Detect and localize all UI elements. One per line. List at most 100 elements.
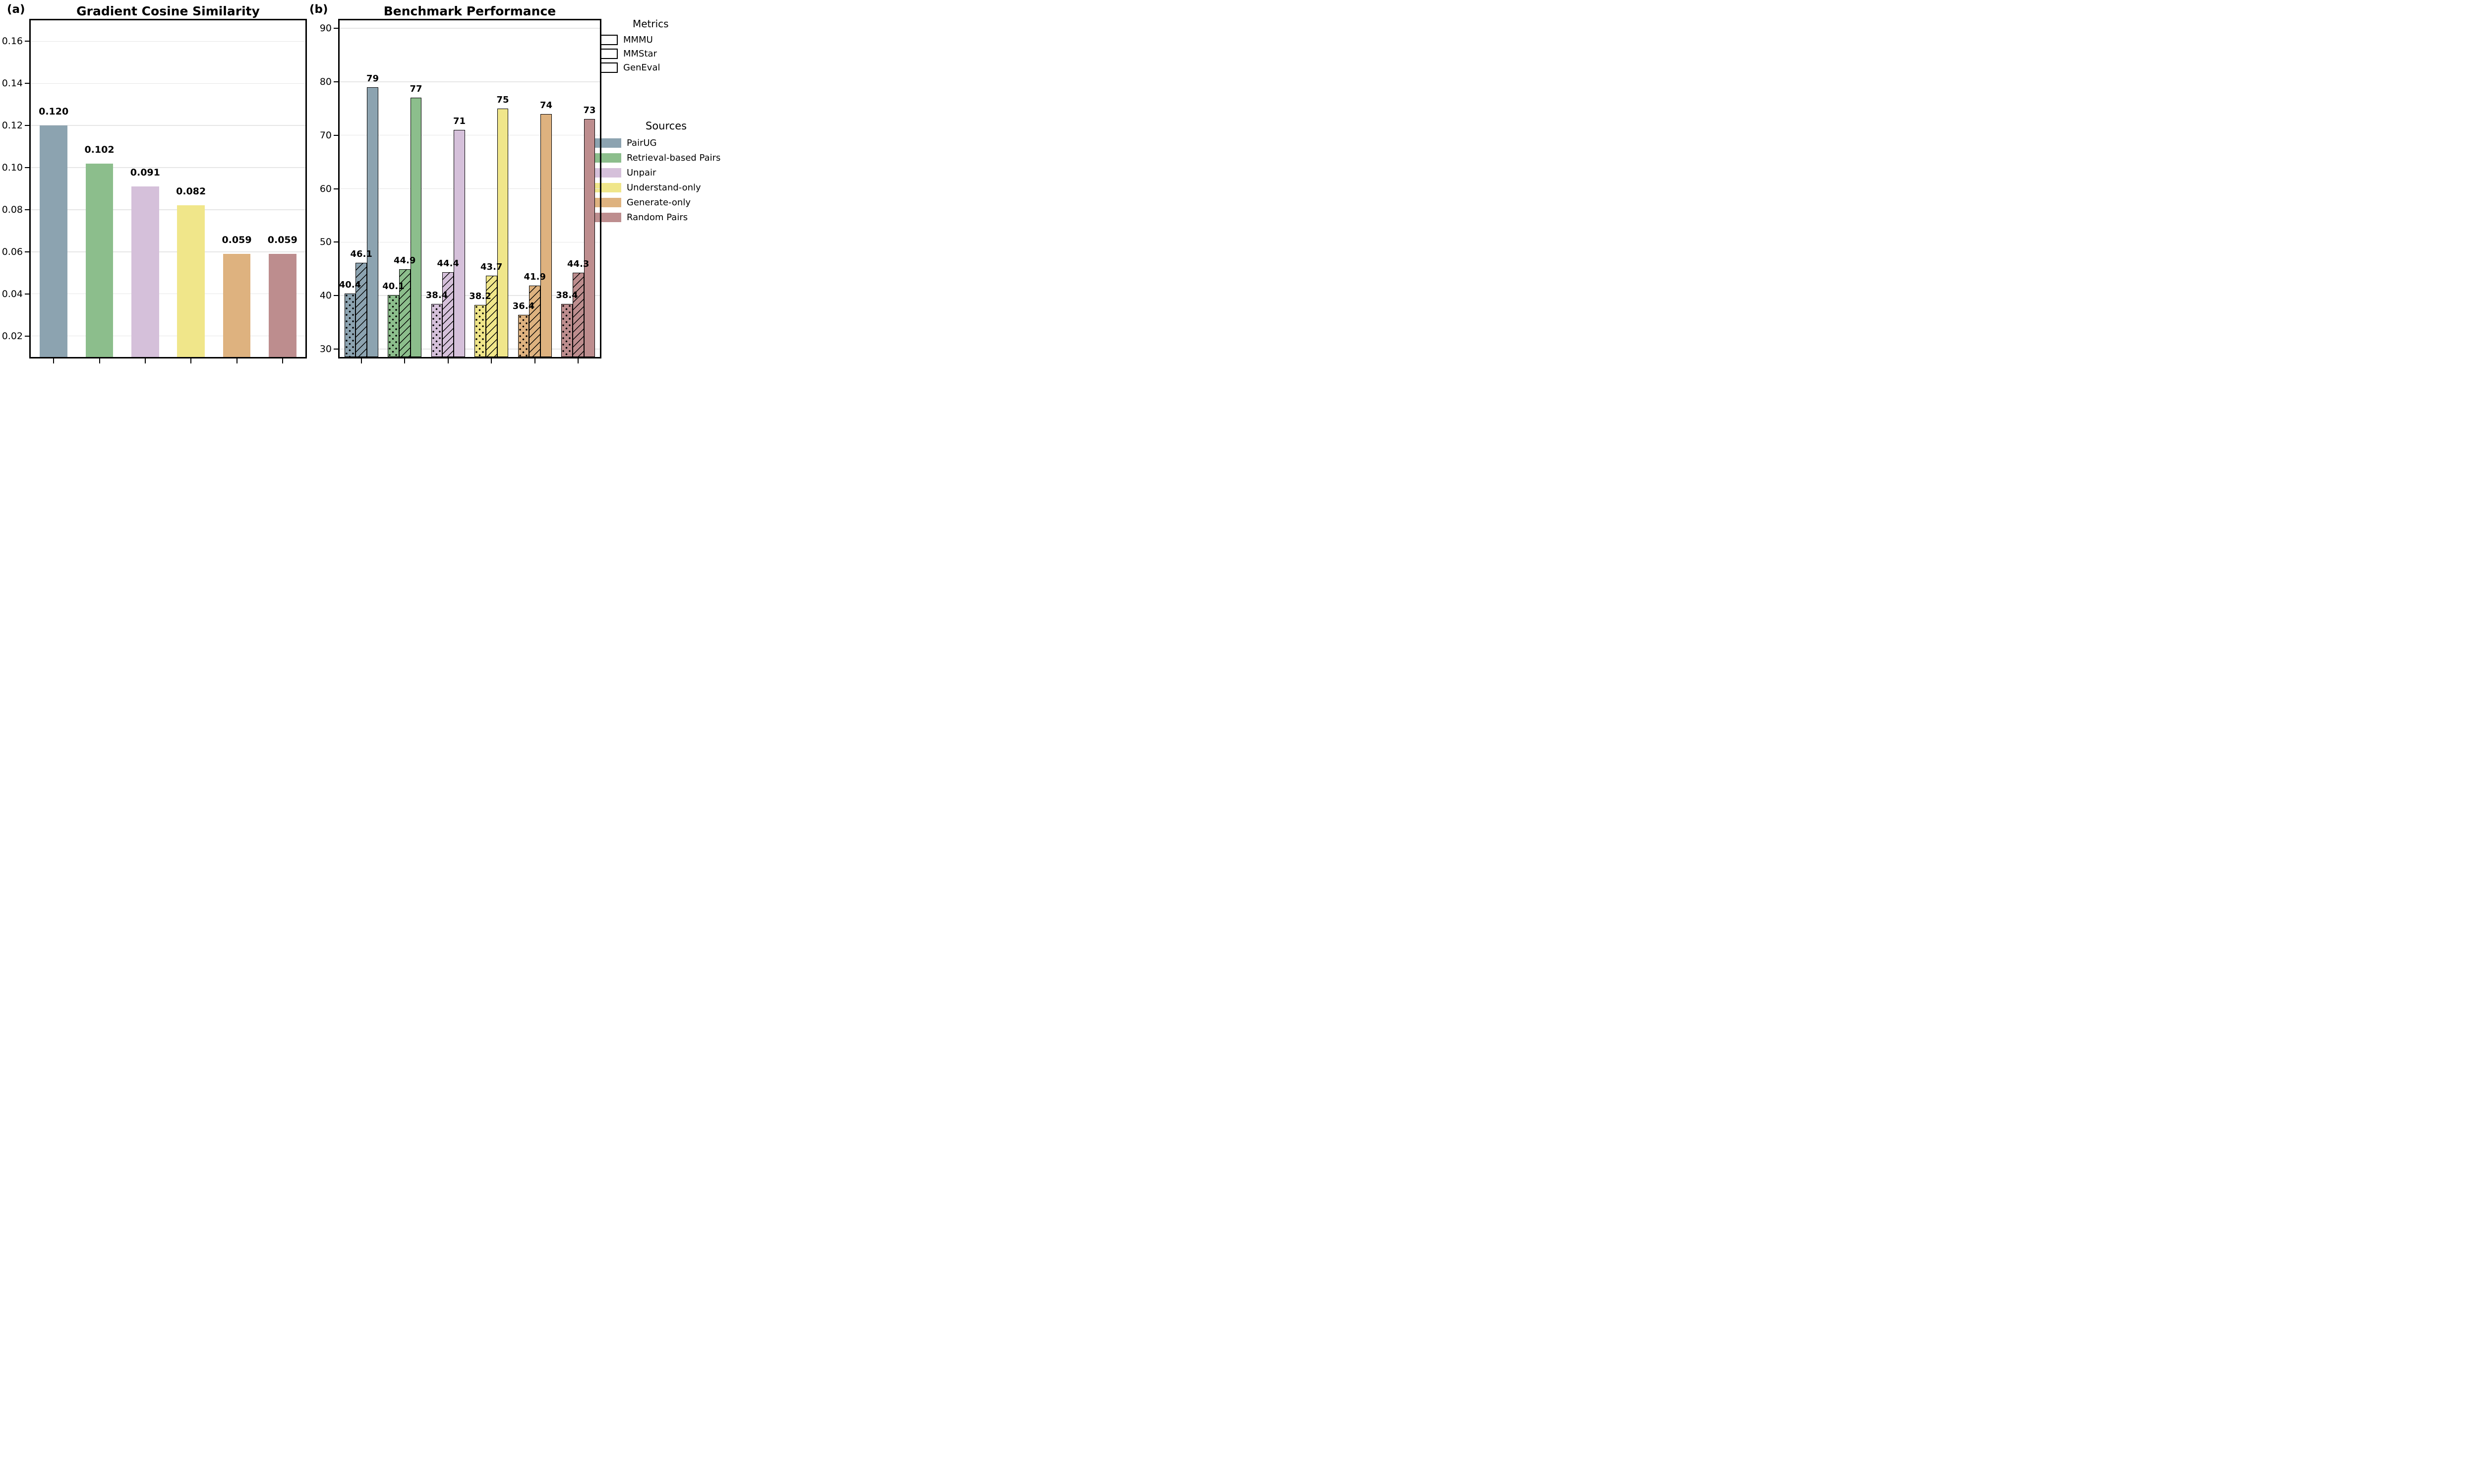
bar-value-label: 38.4 [425,290,448,301]
bar-value-label: 44.3 [567,258,590,269]
mmmu-pattern-swatch [600,35,618,45]
bar-value-label: 38.2 [469,291,491,302]
legend-label: PairUG [627,138,657,148]
bar-mmstar [442,272,454,357]
geneval-pattern-swatch [600,62,618,73]
legend-item-generate-only: Generate-only [594,197,720,208]
bar-mmstar [399,269,411,357]
gridline [340,295,600,296]
x-tick-mark [236,358,237,363]
chart-b-plot: 30 40 50 60 70 80 90 40.4 40.1 38.4 38.2 36.4 38.4 46… [320,19,601,363]
bar-value-label: 0.120 [39,106,69,118]
y-tick-label: 0.04 [1,288,23,299]
bar-value-label: 40.4 [339,279,361,290]
bar-mmstar [355,263,367,357]
bar-value [131,186,159,357]
bar-value-label: 77 [410,84,422,95]
legend-label: MMMU [623,35,653,45]
bar-mmstar [529,285,541,357]
y-tick-label: 0.10 [1,162,23,174]
legend-sources-title: Sources [646,120,687,132]
gridline [31,209,305,210]
x-tick-mark [447,358,449,363]
bar-value-label: 79 [366,73,379,84]
bar-value-label: 41.9 [524,271,546,282]
x-tick-mark [53,358,55,363]
legend-label: MMStar [623,49,657,59]
legend-item-mmmu: MMMU [600,35,669,45]
legend-item-mmstar: MMStar [600,49,669,59]
panel-a-label: (a) [7,3,25,16]
gridline [340,81,600,82]
bar-mmstar [572,272,584,357]
bar-geneval [497,108,509,357]
legend-sources: Sources PairUG Retrieval-based Pairs Unpai… [594,120,720,227]
bar-value-label: 44.4 [437,258,459,269]
y-tick-label: 0.06 [1,246,23,257]
color-swatch [594,153,621,163]
x-tick-mark [491,358,492,363]
legend-metrics-title: Metrics [633,18,669,30]
y-tick-mark [25,41,30,42]
y-tick-mark [334,134,339,136]
x-tick-mark [404,358,406,363]
bar-value-label: 40.1 [382,281,405,292]
y-tick-mark [334,81,339,82]
bar-value-label: 46.1 [350,249,372,260]
bar-mmmu [518,314,530,357]
bar-value-label: 0.102 [84,144,115,155]
bar-value [223,254,251,357]
bar-mmmu [344,293,356,357]
y-tick-mark [334,295,339,297]
y-tick-mark [334,28,339,29]
legend-item-geneval: GenEval [600,62,669,73]
gridline [31,293,305,295]
bar-value-label: 0.082 [176,186,206,197]
chart-a-plot: 0.02 0.04 0.06 0.08 0.10 0.12 0.14 0.16 0.120 0.1… [2,19,307,363]
bar-value [85,163,114,357]
gridline [31,335,305,337]
y-tick-label: 60 [319,183,332,194]
legend-item-random-pairs: Random Pairs [594,212,720,223]
y-tick-mark [25,335,30,337]
bar-value-label: 38.4 [556,290,578,301]
y-tick-label: 40 [319,290,332,301]
y-tick-mark [25,293,30,295]
bar-value-label: 44.9 [394,255,416,266]
bar-geneval [540,114,552,357]
legend-metrics: Metrics MMMU MMStar GenEval [600,18,669,76]
y-tick-label: 80 [319,76,332,87]
bar-value [269,254,296,357]
legend-item-unpair: Unpair [594,168,720,178]
legend-label: GenEval [623,62,660,73]
y-tick-mark [334,241,339,243]
bar-mmstar [485,276,497,357]
y-tick-label: 0.08 [1,204,23,215]
y-tick-label: 90 [319,23,332,34]
gridline [340,349,600,350]
bar-geneval [367,87,378,357]
bar-value-label: 73 [583,105,596,116]
y-tick-mark [334,188,339,189]
gridline [340,28,600,29]
legend-item-retrieval-based-pairs: Retrieval-based Pairs [594,153,720,163]
gridline [31,251,305,252]
x-tick-mark [99,358,100,363]
legend-label: Random Pairs [627,212,688,223]
bar-value-label: 0.059 [222,235,252,246]
bar-value-label: 0.059 [267,235,297,246]
y-tick-mark [25,209,30,210]
color-swatch [594,168,621,178]
gridline [31,125,305,126]
x-tick-mark [282,358,283,363]
gridline [31,83,305,84]
legend-label: Understand-only [627,182,701,193]
bar-value-label: 75 [496,94,509,105]
y-tick-mark [25,251,30,252]
x-tick-mark [360,358,362,363]
chart-a-title: Gradient Cosine Similarity [76,4,260,18]
x-tick-mark [190,358,192,363]
bar-geneval [584,119,595,357]
bar-geneval [410,98,422,357]
legend-label: Unpair [627,168,656,178]
